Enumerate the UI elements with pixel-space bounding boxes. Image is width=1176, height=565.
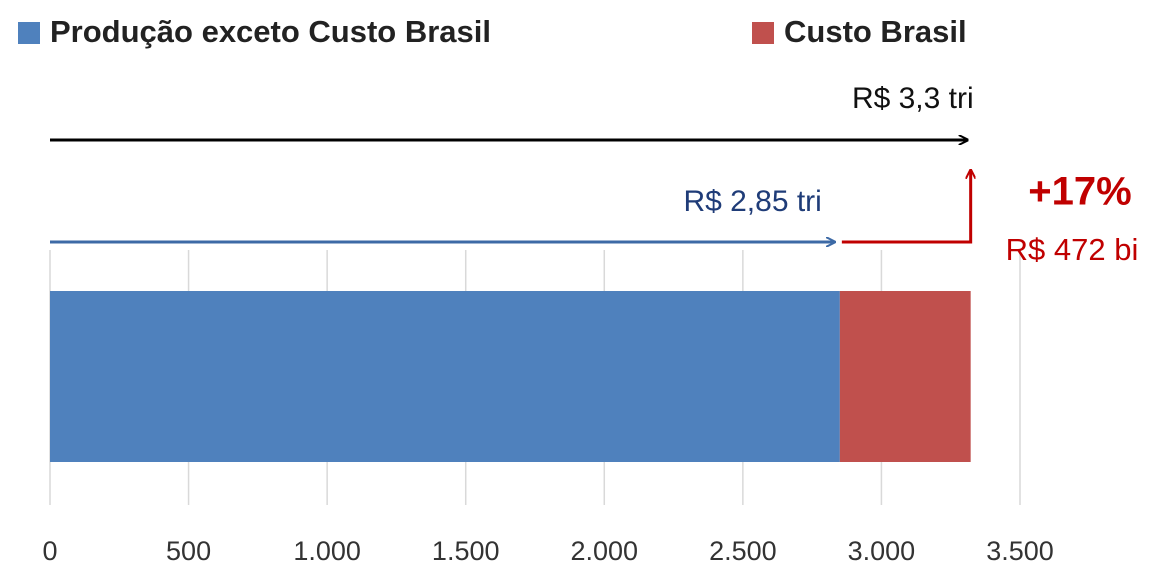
bar-segment bbox=[839, 291, 971, 462]
legend-label: Produção exceto Custo Brasil bbox=[50, 14, 491, 49]
x-tick-label: 1.000 bbox=[293, 536, 361, 565]
x-tick-label: 1.500 bbox=[432, 536, 500, 565]
increase-pct: +17% bbox=[1028, 170, 1131, 214]
x-tick-label: 0 bbox=[42, 536, 57, 565]
base-label: R$ 2,85 tri bbox=[683, 185, 821, 218]
legend-label: Custo Brasil bbox=[784, 14, 967, 49]
total-label: R$ 3,3 tri bbox=[852, 82, 974, 115]
legend-swatch bbox=[18, 22, 40, 44]
increase-arrow bbox=[841, 170, 971, 244]
x-tick-label: 2.500 bbox=[709, 536, 777, 565]
increase-value: R$ 472 bi bbox=[1006, 232, 1139, 267]
x-tick-label: 3.500 bbox=[986, 536, 1054, 565]
x-tick-label: 2.000 bbox=[570, 536, 638, 565]
x-tick-label: 3.000 bbox=[848, 536, 916, 565]
bar-segment bbox=[50, 291, 840, 462]
legend-swatch bbox=[752, 22, 774, 44]
x-tick-label: 500 bbox=[166, 536, 211, 565]
